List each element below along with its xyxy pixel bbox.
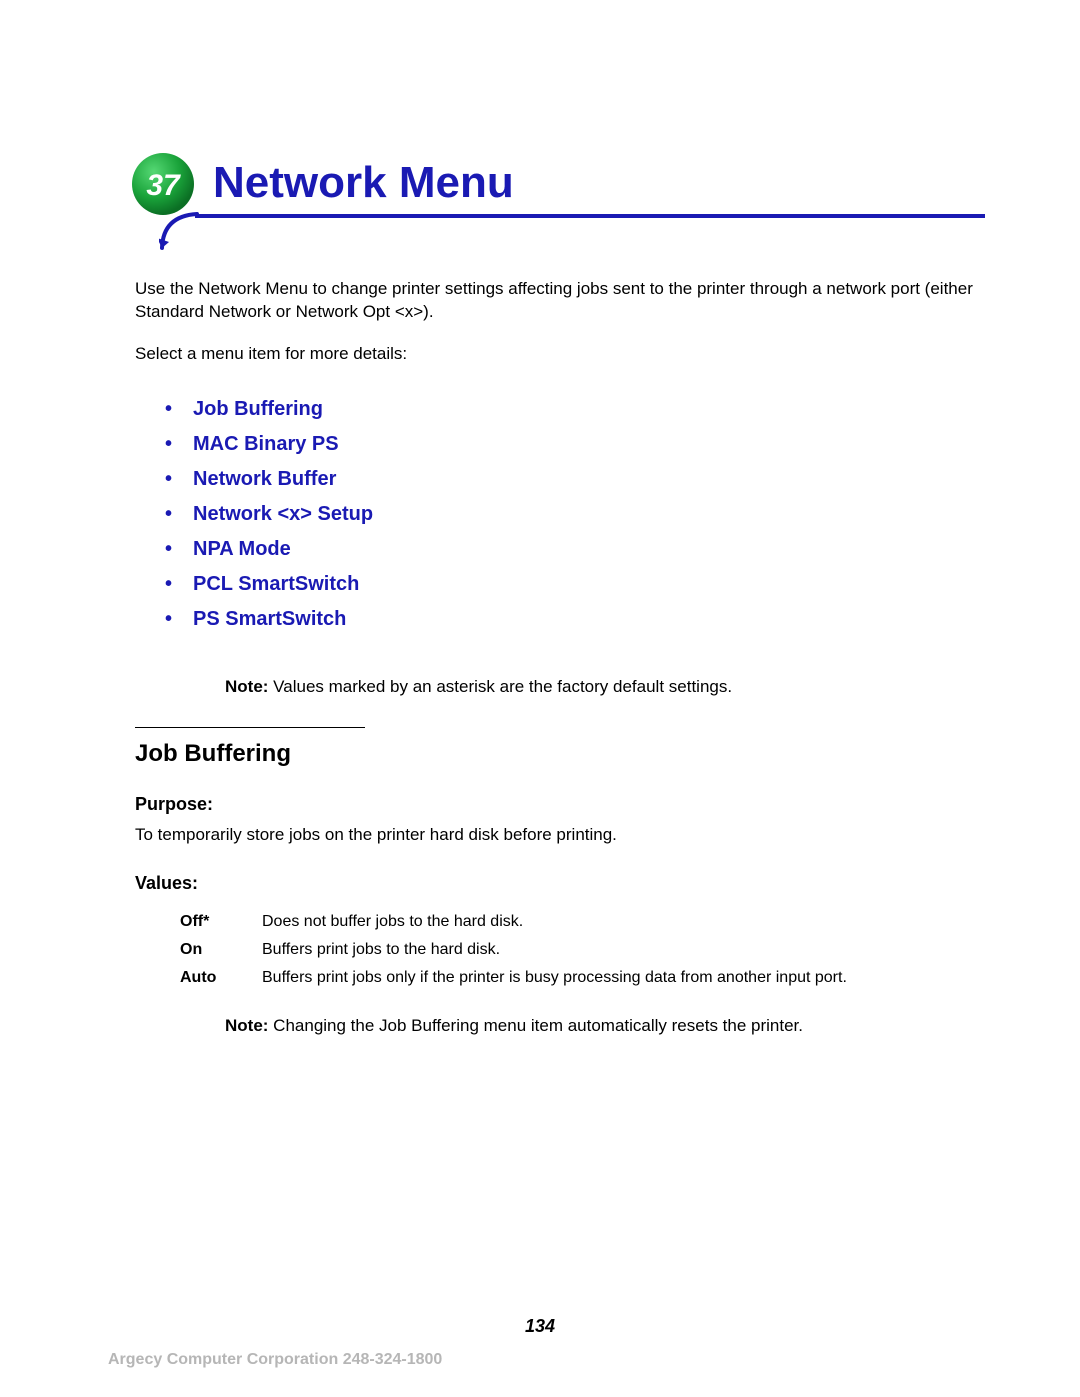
- menu-item-mac-binary-ps[interactable]: MAC Binary PS: [165, 427, 980, 462]
- section-heading-job-buffering: Job Buffering: [135, 740, 980, 768]
- factory-default-note: Note: Values marked by an asterisk are t…: [225, 677, 980, 697]
- purpose-label: Purpose:: [135, 794, 980, 815]
- menu-item-network-x-setup[interactable]: Network <x> Setup: [165, 497, 980, 532]
- value-key: On: [180, 936, 262, 964]
- menu-item-pcl-smartswitch[interactable]: PCL SmartSwitch: [165, 567, 980, 602]
- value-desc: Buffers print jobs to the hard disk.: [262, 936, 980, 964]
- values-table: Off* Does not buffer jobs to the hard di…: [180, 908, 980, 992]
- table-row: Off* Does not buffer jobs to the hard di…: [180, 908, 980, 936]
- value-key: Off*: [180, 908, 262, 936]
- header-tail-icon: [159, 212, 199, 252]
- page-number: 134: [0, 1316, 1080, 1337]
- table-row: Auto Buffers print jobs only if the prin…: [180, 964, 980, 992]
- menu-item-npa-mode[interactable]: NPA Mode: [165, 532, 980, 567]
- value-desc: Buffers print jobs only if the printer i…: [262, 964, 980, 992]
- value-key: Auto: [180, 964, 262, 992]
- menu-item-job-buffering[interactable]: Job Buffering: [165, 392, 980, 427]
- chapter-title: Network Menu: [135, 140, 980, 208]
- menu-item-list: Job Buffering MAC Binary PS Network Buff…: [165, 392, 980, 637]
- page-container: 37 Network Menu Use the Network Menu to …: [0, 0, 1080, 1397]
- footer-text: Argecy Computer Corporation 248-324-1800: [108, 1351, 442, 1369]
- select-menu-line: Select a menu item for more details:: [135, 344, 980, 364]
- header-rule: [195, 214, 985, 218]
- value-desc: Does not buffer jobs to the hard disk.: [262, 908, 980, 936]
- chapter-number: 37: [146, 169, 181, 202]
- section-rule: [135, 727, 365, 728]
- note-text: Changing the Job Buffering menu item aut…: [268, 1016, 803, 1035]
- menu-item-ps-smartswitch[interactable]: PS SmartSwitch: [165, 602, 980, 637]
- menu-item-network-buffer[interactable]: Network Buffer: [165, 462, 980, 497]
- note-text: Values marked by an asterisk are the fac…: [268, 677, 732, 696]
- chapter-header: 37 Network Menu: [135, 140, 980, 208]
- reset-note: Note: Changing the Job Buffering menu it…: [225, 1016, 980, 1036]
- purpose-text: To temporarily store jobs on the printer…: [135, 825, 980, 845]
- note-label: Note:: [225, 1016, 268, 1035]
- note-label: Note:: [225, 677, 268, 696]
- intro-paragraph: Use the Network Menu to change printer s…: [135, 278, 980, 324]
- values-label: Values:: [135, 873, 980, 894]
- chapter-badge-icon: 37: [129, 150, 197, 218]
- table-row: On Buffers print jobs to the hard disk.: [180, 936, 980, 964]
